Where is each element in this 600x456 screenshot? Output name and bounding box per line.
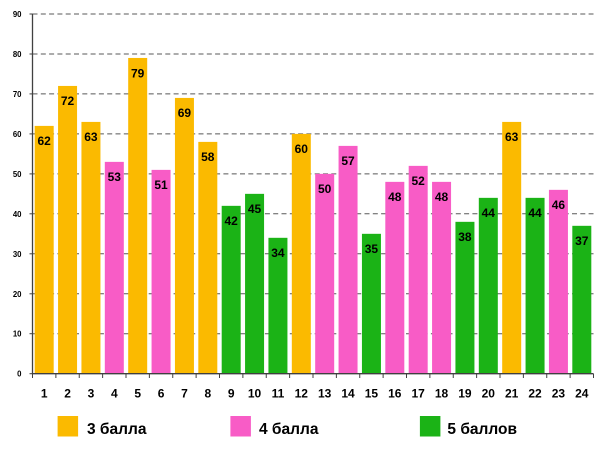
svg-text:12: 12 (295, 387, 309, 401)
svg-text:21: 21 (505, 387, 519, 401)
svg-text:69: 69 (178, 106, 192, 120)
svg-text:22: 22 (528, 387, 542, 401)
svg-text:20: 20 (482, 387, 496, 401)
svg-text:46: 46 (552, 198, 566, 212)
svg-text:24: 24 (575, 387, 589, 401)
svg-text:1: 1 (41, 387, 48, 401)
svg-text:13: 13 (318, 387, 332, 401)
svg-text:14: 14 (341, 387, 355, 401)
svg-text:10: 10 (248, 387, 262, 401)
svg-text:3: 3 (88, 387, 95, 401)
svg-text:8: 8 (204, 387, 211, 401)
svg-text:58: 58 (201, 150, 215, 164)
svg-text:18: 18 (435, 387, 449, 401)
svg-text:63: 63 (505, 130, 519, 144)
svg-text:2: 2 (64, 387, 71, 401)
svg-text:48: 48 (388, 190, 402, 204)
svg-text:19: 19 (458, 387, 472, 401)
svg-text:60: 60 (13, 130, 22, 139)
svg-text:11: 11 (272, 387, 285, 401)
svg-text:42: 42 (225, 214, 239, 228)
svg-text:6: 6 (158, 387, 165, 401)
svg-text:16: 16 (388, 387, 402, 401)
svg-text:15: 15 (365, 387, 379, 401)
svg-text:53: 53 (108, 170, 122, 184)
svg-text:48: 48 (435, 190, 449, 204)
svg-text:38: 38 (458, 230, 472, 244)
svg-text:72: 72 (61, 94, 75, 108)
svg-text:90: 90 (13, 10, 22, 19)
svg-text:7: 7 (181, 387, 188, 401)
svg-text:4 балла: 4 балла (259, 421, 319, 438)
svg-text:52: 52 (412, 174, 426, 188)
svg-text:50: 50 (13, 170, 22, 179)
svg-text:62: 62 (38, 134, 52, 148)
svg-text:70: 70 (13, 90, 22, 99)
svg-text:5: 5 (134, 387, 141, 401)
svg-text:4: 4 (111, 387, 118, 401)
svg-text:44: 44 (528, 206, 542, 220)
svg-text:0: 0 (17, 370, 22, 379)
svg-text:17: 17 (412, 387, 426, 401)
svg-text:60: 60 (295, 142, 309, 156)
svg-text:35: 35 (365, 242, 379, 256)
svg-text:44: 44 (482, 206, 496, 220)
svg-text:20: 20 (13, 290, 22, 299)
svg-text:5 баллов: 5 баллов (447, 421, 517, 438)
svg-text:50: 50 (318, 182, 332, 196)
svg-text:63: 63 (84, 130, 98, 144)
svg-text:51: 51 (154, 178, 168, 192)
svg-text:30: 30 (13, 250, 22, 259)
svg-text:79: 79 (131, 66, 145, 80)
svg-text:34: 34 (271, 246, 285, 260)
svg-text:57: 57 (341, 154, 355, 168)
svg-text:37: 37 (575, 234, 589, 248)
svg-text:10: 10 (13, 330, 22, 339)
svg-text:80: 80 (13, 50, 22, 59)
svg-text:9: 9 (228, 387, 235, 401)
svg-text:40: 40 (13, 210, 22, 219)
svg-text:45: 45 (248, 202, 262, 216)
svg-text:3 балла: 3 балла (87, 421, 147, 438)
svg-text:23: 23 (552, 387, 566, 401)
